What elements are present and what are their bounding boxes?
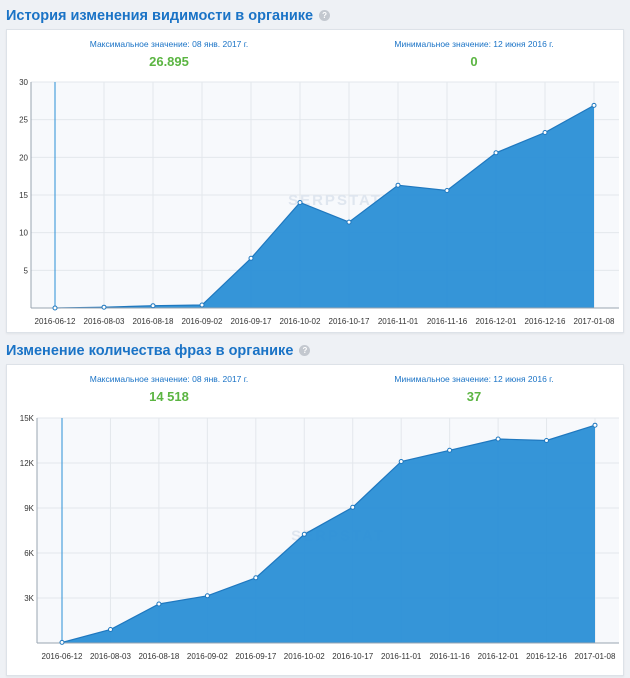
data-point	[544, 438, 549, 443]
max-stat: Максимальное значение: 08 янв. 2017 г. 1…	[44, 374, 294, 404]
y-tick-label: 6K	[24, 549, 34, 558]
x-tick-label: 2016-11-01	[378, 317, 419, 326]
x-tick-label: 2016-11-01	[381, 652, 422, 661]
x-tick-label: 2016-08-03	[84, 317, 125, 326]
min-stat: Минимальное значение: 12 июня 2016 г. 37	[349, 374, 599, 404]
data-point	[493, 150, 499, 156]
min-label: Минимальное значение: 12 июня 2016 г.	[394, 39, 554, 49]
x-tick-label: 2016-12-01	[476, 317, 517, 326]
min-value: 37	[466, 389, 482, 404]
x-tick-label: 2016-08-18	[133, 317, 174, 326]
x-tick-label: 2016-10-02	[284, 652, 325, 661]
section-title-phrases: Изменение количества фраз в органике?	[6, 343, 311, 359]
data-point	[108, 627, 113, 632]
data-point	[297, 200, 303, 205]
phrases-chart-title: Изменение количества фраз в органике	[6, 343, 294, 359]
data-point	[592, 422, 598, 428]
series-area	[55, 105, 594, 309]
x-tick-label: 2016-09-17	[231, 317, 272, 326]
data-point	[150, 303, 156, 309]
y-tick-label: 25	[19, 116, 28, 125]
visibility-area-chart: 5 10 15 20 25 30 SERPSTAT 2016-06-12 2016-08-03 2…	[19, 78, 619, 326]
data-point	[199, 302, 205, 308]
min-label: Минимальное значение: 12 июня 2016 г.	[394, 374, 554, 384]
x-tick-label: 2016-10-17	[332, 652, 373, 661]
x-tick-label: 2016-12-01	[478, 652, 519, 661]
y-tick-label: 15K	[20, 414, 35, 423]
data-point	[101, 304, 107, 310]
x-tick-label: 2017-01-08	[574, 317, 615, 326]
x-tick-label: 2016-08-18	[138, 652, 179, 661]
min-stat: Минимальное значение: 12 июня 2016 г. 0	[349, 39, 599, 69]
y-tick-label: 5	[24, 266, 29, 275]
data-point	[204, 593, 210, 599]
data-point	[253, 575, 259, 581]
x-tick-label: 2016-11-16	[427, 317, 468, 326]
y-tick-label: 20	[19, 153, 28, 162]
data-point	[346, 219, 352, 225]
phrases-chart-panel: Максимальное значение: 08 янв. 2017 г. 1…	[6, 364, 624, 676]
max-value: 14 518	[149, 389, 189, 404]
visibility-chart-title: История изменения видимости в органике	[6, 8, 314, 24]
x-tick-label: 2016-12-16	[525, 317, 566, 326]
y-tick-label: 10	[19, 229, 28, 238]
data-point	[591, 102, 597, 108]
x-tick-label: 2016-08-03	[90, 652, 131, 661]
x-tick-label: 2016-12-16	[526, 652, 567, 661]
question-circle-icon[interactable]: ?	[319, 10, 331, 21]
min-value: 0	[470, 54, 478, 69]
data-point	[444, 188, 450, 193]
max-label: Максимальное значение: 08 янв. 2017 г.	[89, 39, 249, 49]
data-point	[59, 639, 65, 645]
series-line	[54, 104, 595, 309]
series-area	[62, 425, 595, 643]
data-point	[447, 447, 453, 453]
data-point	[398, 459, 404, 464]
x-tick-label: 2016-06-12	[42, 652, 83, 661]
y-tick-label: 9K	[24, 504, 34, 513]
y-tick-label: 12K	[20, 459, 35, 468]
x-tick-label: 2016-09-17	[235, 652, 276, 661]
data-point	[542, 130, 548, 135]
phrases-area-chart: 3K6K9K12K15KSERPSTAT2016-06-122016-08-03…	[20, 414, 619, 661]
visibility-chart-panel: Максимальное значение: 08 янв. 2017 г. 2…	[6, 29, 624, 333]
data-point	[248, 255, 254, 261]
max-stat: Максимальное значение: 08 янв. 2017 г. 2…	[44, 39, 294, 69]
question-circle-icon[interactable]: ?	[299, 345, 311, 356]
watermark-logo: SERPSTAT	[288, 192, 382, 209]
x-tick-label: 2016-10-17	[329, 317, 370, 326]
max-label: Максимальное значение: 08 янв. 2017 г.	[89, 374, 249, 384]
series-line	[61, 424, 596, 643]
data-point	[52, 305, 58, 311]
x-tick-label: 2016-09-02	[187, 652, 228, 661]
x-tick-label: 2017-01-08	[575, 652, 616, 661]
data-point	[156, 601, 162, 607]
data-point	[301, 531, 307, 537]
y-tick-label: 3K	[24, 594, 34, 603]
data-point	[495, 436, 501, 442]
max-value: 26.895	[149, 54, 189, 69]
y-tick-label: 15	[19, 191, 28, 200]
data-point	[395, 182, 401, 188]
x-tick-label: 2016-11-16	[429, 652, 470, 661]
y-tick-label: 30	[19, 78, 28, 87]
x-tick-label: 2016-09-02	[182, 317, 223, 326]
x-tick-label: 2016-10-02	[280, 317, 321, 326]
x-tick-label: 2016-06-12	[35, 317, 76, 326]
section-title-visibility: История изменения видимости в органике?	[6, 8, 331, 24]
data-point	[350, 504, 356, 510]
